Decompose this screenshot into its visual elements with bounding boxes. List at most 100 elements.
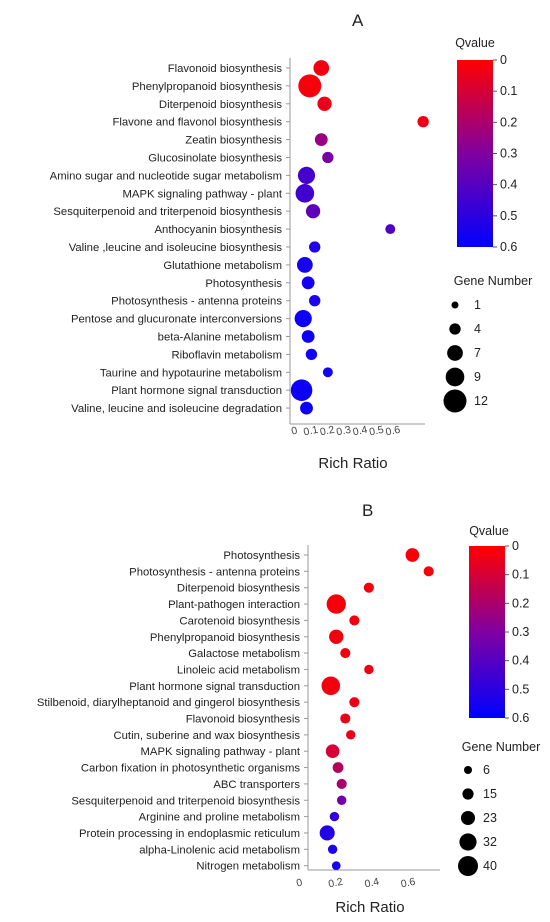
panel-a-size-legend-dot [445,367,465,387]
panel-a-size-legend-label: 7 [474,346,481,360]
panel-b-size-legend-dot [461,811,475,825]
panel-b-point [340,713,351,724]
panel-b-point [327,844,338,855]
panel-b-category-label: Phenylpropanoid biosynthesis [150,632,300,644]
panel-a-size-legend-label: 4 [474,322,481,336]
panel-b-size-legend-dot [458,856,478,876]
panel-b-category-labels: Photosynthesis Photosynthesis - antenna p… [37,550,308,873]
panel-b-point [326,594,346,614]
panel-b-category-label: ABC transporters [213,779,300,791]
panel-b-qvalue-colorbar [469,546,505,718]
panel-b-point [329,629,344,644]
panel-a-point [309,295,321,307]
panel-a-point [290,379,313,401]
panel-b: B Photosynthesis Photosynthesis - antenna… [37,501,540,916]
panel-a-category-label: Diterpenoid biosynthesis [159,99,282,111]
panel-a-category-label: Pentose and glucuronate interconversions [71,314,282,326]
panel-b-x-tick-label: 0.2 [327,876,344,891]
panel-a-point [296,257,313,273]
panel-a-point [298,74,322,98]
panel-b-colorbar-tick-label: 0.3 [512,625,529,639]
panel-b-category-label: Cutin, suberine and wax biosynthesis [113,730,300,742]
panel-a-size-legend-dot [443,389,467,413]
panel-a-point [301,276,315,290]
panel-a-category-label: Flavone and flavonol biosynthesis [112,117,282,129]
panel-b-point [364,664,374,675]
panel-b-category-label: Carbon fixation in photosynthetic organi… [81,763,301,775]
panel-a-x-tick-label: 0.4 [352,424,369,439]
panel-a-colorbar-ticks: 0 0.1 0.2 0.3 0.4 0.5 0.6 [493,53,517,254]
panel-a-category-label: Photosynthesis - antenna proteins [111,296,282,308]
panel-a-colorbar-tick-label: 0.3 [500,147,517,161]
panel-a-point [322,367,333,378]
panel-b-point [336,778,347,789]
panel-b-category-label: Carotenoid biosynthesis [179,615,300,627]
panel-b-point [325,744,340,759]
panel-b-category-label: Plant hormone signal transduction [129,681,300,693]
panel-a-x-tick-label: 0 [290,425,298,438]
panel-a-category-label: Valine ,leucine and isoleucine biosynthe… [69,242,283,254]
panel-a-point [305,204,321,219]
panel-b-points [319,548,434,871]
panel-b-point [321,676,341,696]
panel-b-category-label: Diterpenoid biosynthesis [177,583,300,595]
panel-a-category-label: Glutathione metabolism [163,260,282,272]
panel-b-point [423,566,434,577]
panel-a-point [314,133,328,147]
panel-a-colorbar-tick-label: 0.6 [500,240,517,254]
panel-a-point [309,241,321,253]
panel-a-size-legend-label: 1 [474,298,481,312]
panel-b-category-label: Galactose metabolism [188,648,300,660]
panel-a-point [313,60,330,76]
panel-b-colorbar-ticks: 0 0.1 0.2 0.3 0.4 0.5 0.6 [505,539,529,725]
panel-a-size-legend-dot [449,323,461,335]
panel-a-category-label: Flavonoid biosynthesis [168,63,283,75]
panel-a-point [305,348,318,361]
panel-b-size-legend-label: 15 [483,787,497,801]
panel-a-category-label: Riboflavin metabolism [171,349,282,361]
panel-a-colorbar-tick-label: 0.2 [500,115,517,129]
panel-b-point [336,795,347,805]
panel-b-letter: B [362,501,373,520]
panel-a-point [294,310,312,328]
panel-b-size-legend-label: 23 [483,811,497,825]
panel-b-point [349,697,360,708]
panel-b-category-label: Arginine and proline metabolism [139,812,300,824]
panel-a-category-label: MAPK signaling pathway - plant [123,188,283,200]
panel-a-colorbar-tick-label: 0.4 [500,178,517,192]
panel-b-colorbar-tick-label: 0.1 [512,568,529,582]
panel-b-point [346,730,356,740]
panel-b-category-label: Flavonoid biosynthesis [186,714,301,726]
panel-a-point [417,116,429,128]
panel-a-category-label: Glucosinolate biosynthesis [148,153,282,165]
panel-a-category-label: Taurine and hypotaurine metabolism [100,367,282,379]
panel-b-point [331,861,341,871]
panel-b-size-legend-label: 6 [483,763,490,777]
panel-a: A Flavonoid biosynthesis Phenylpropanoid … [50,11,533,472]
panel-b-point [332,762,344,773]
panel-a-category-labels: Flavonoid biosynthesis Phenylpropanoid bi… [50,63,290,415]
panel-b-category-label: Linoleic acid metabolism [177,664,300,676]
panel-b-point [340,648,351,659]
panel-a-letter: A [352,11,364,30]
panel-a-x-tick-label: 0.6 [385,424,402,439]
panel-a-x-tick-label: 0.1 [302,424,319,439]
panel-a-point [322,151,334,164]
panel-b-x-tick-label: 0 [295,877,303,890]
panel-b-colorbar-tick-label: 0.2 [512,596,529,610]
panel-a-x-axis-label: Rich Ratio [318,455,387,472]
panel-a-size-legend-label: 9 [474,370,481,384]
panel-a-category-label: Phenylpropanoid biosynthesis [132,81,282,93]
panel-b-colorbar-tick-label: 0 [512,539,519,553]
panel-a-point [300,401,313,415]
panel-b-colorbar-tick-label: 0.4 [512,654,529,668]
panel-b-x-tick-label: 0.6 [400,876,417,891]
panel-b-category-label: MAPK signaling pathway - plant [141,746,301,758]
panel-a-category-label: Valine, leucine and isoleucine degradati… [71,403,282,415]
panel-b-gene-number-legend: 6 15 23 32 40 [458,763,497,876]
panel-a-category-label: Sesquiterpenoid and triterpenoid biosynt… [53,206,282,218]
panel-b-point [319,825,335,841]
panel-a-category-label: Photosynthesis [205,278,282,290]
panel-a-gene-number-legend-title: Gene Number [454,274,533,288]
panel-a-qvalue-legend-title: Qvalue [455,36,495,50]
